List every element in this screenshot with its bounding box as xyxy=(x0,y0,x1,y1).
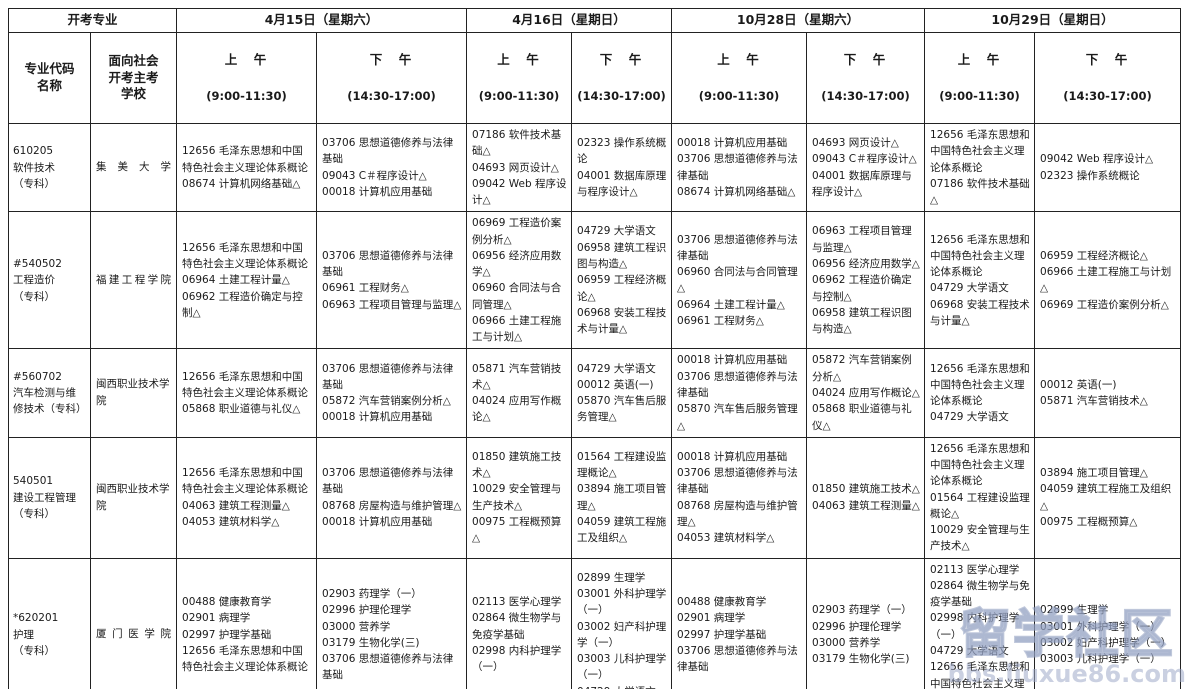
course-cell: 05872 汽车营销案例分析△ 04024 应用写作概论△ 05868 职业道德… xyxy=(806,348,926,438)
course-cell: 03706 思想道德修养与法律基础 05872 汽车营销案例分析△ 00018 … xyxy=(316,348,468,438)
course-cell: 01850 建筑施工技术△ 04063 建筑工程测量△ xyxy=(806,436,926,559)
header-am-0416: 上 午 (9:00-11:30) xyxy=(466,31,573,125)
course-cell: 02113 医学心理学 02864 微生物学与免疫学基础 02998 内科护理学… xyxy=(466,557,573,689)
course-cell: 00018 计算机应用基础 03706 思想道德修养与法律基础 08768 房屋… xyxy=(671,436,808,559)
course-cell: 01850 建筑施工技术△ 10029 安全管理与生产技术△ 00975 工程概… xyxy=(466,436,573,559)
header-row-dates: 开考专业 4月15日（星期六） 4月16日（星期日） 10月28日（星期六） 1… xyxy=(7,8,1182,33)
table-row-auto-maintenance: #560702 汽车检测与维修技术（专科） 闽西职业技术学院 12656 毛泽东… xyxy=(8,348,1182,438)
am-time: (9:00-11:30) xyxy=(939,88,1020,103)
header-school: 面向社会 开考主考 学校 xyxy=(89,31,178,125)
pm-label: 下 午 xyxy=(369,51,414,67)
pm-time: (14:30-17:00) xyxy=(1063,88,1152,103)
header-major-group: 开考专业 xyxy=(7,8,178,33)
am-time: (9:00-11:30) xyxy=(206,88,287,103)
pm-time: (14:30-17:00) xyxy=(347,88,436,103)
course-cell: 12656 毛泽东思想和中国特色社会主义理论体系概论 07186 软件技术基础△ xyxy=(924,123,1036,213)
am-time: (9:00-11:30) xyxy=(698,88,780,103)
major-code-cell: #540502 工程造价 （专科） xyxy=(8,211,91,350)
course-cell: 02323 操作系统概论 04001 数据库原理与程序设计△ xyxy=(571,123,673,213)
course-cell: 01564 工程建设监理概论△ 03894 施工项目管理△ 04059 建筑工程… xyxy=(571,436,673,559)
header-date-0416: 4月16日（星期日） xyxy=(466,8,673,33)
am-label: 上 午 xyxy=(717,51,761,67)
header-pm-0415: 下 午 (14:30-17:00) xyxy=(316,31,468,125)
course-cell: 07186 软件技术基础△ 04693 网页设计△ 09042 Web 程序设计… xyxy=(466,123,573,213)
course-cell: 00012 英语(一) 05871 汽车营销技术△ xyxy=(1034,348,1182,438)
major-code-cell: #560702 汽车检测与维修技术（专科） xyxy=(8,348,91,438)
pm-time: (14:30-17:00) xyxy=(577,88,666,103)
course-cell: 00018 计算机应用基础 03706 思想道德修养与法律基础 08674 计算… xyxy=(671,123,808,213)
header-date-1028: 10月28日（星期六） xyxy=(671,8,926,33)
school-cell: 集美大学 xyxy=(89,123,178,213)
course-cell: 06963 工程项目管理与监理△ 06956 经济应用数学△ 06962 工程造… xyxy=(806,211,926,350)
course-cell: 04729 大学语文 00012 英语(一) 05870 汽车售后服务管理△ xyxy=(571,348,673,438)
table-row-construction-mgmt: 540501 建设工程管理 （专科） 闽西职业技术学院 12656 毛泽东思想和… xyxy=(8,436,1182,559)
course-cell: 03706 思想道德修养与法律基础 06960 合同法与合同管理△ 06964 … xyxy=(671,211,808,350)
school-cell: 厦门医学院 xyxy=(89,557,178,689)
course-cell: 05871 汽车营销技术△ 04024 应用写作概论△ xyxy=(466,348,573,438)
school-cell: 闽西职业技术学院 xyxy=(89,436,178,559)
course-cell: 02899 生理学 03001 外科护理学（一） 03002 妇产科护理学（一）… xyxy=(571,557,673,689)
course-cell: 02903 药理学（一） 02996 护理伦理学 03000 营养学 03179… xyxy=(806,557,926,689)
course-cell: 12656 毛泽东思想和中国特色社会主义理论体系概论 08674 计算机网络基础… xyxy=(176,123,318,213)
course-cell: 12656 毛泽东思想和中国特色社会主义理论体系概论 05868 职业道德与礼仪… xyxy=(176,348,318,438)
course-cell: 00018 计算机应用基础 03706 思想道德修养与法律基础 05870 汽车… xyxy=(671,348,808,438)
course-cell: 03706 思想道德修养与法律基础 09043 C＃程序设计△ 00018 计算… xyxy=(316,123,468,213)
course-cell: 12656 毛泽东思想和中国特色社会主义理论体系概论 01564 工程建设监理概… xyxy=(924,436,1036,559)
header-date-0415: 4月15日（星期六） xyxy=(176,8,468,33)
course-cell: 00488 健康教育学 02901 病理学 02997 护理学基础 12656 … xyxy=(176,557,318,689)
course-cell: 00488 健康教育学 02901 病理学 02997 护理学基础 03706 … xyxy=(671,557,808,689)
am-time: (9:00-11:30) xyxy=(478,88,560,103)
major-code-cell: *620201 护理 （专科） xyxy=(8,557,91,689)
pm-label: 下 午 xyxy=(843,51,888,67)
header-pm-1029: 下 午 (14:30-17:00) xyxy=(1034,31,1182,125)
header-pm-1028: 下 午 (14:30-17:00) xyxy=(806,31,926,125)
course-cell: 12656 毛泽东思想和中国特色社会主义理论体系概论 04063 建筑工程测量△… xyxy=(176,436,318,559)
course-cell: 02899 生理学 03001 外科护理学（一） 03002 妇产科护理学（一）… xyxy=(1034,557,1182,689)
course-cell: 12656 毛泽东思想和中国特色社会主义理论体系概论 04729 大学语文 xyxy=(924,348,1036,438)
course-cell: 02113 医学心理学 02864 微生物学与免疫学基础 02998 内科护理学… xyxy=(924,557,1036,689)
header-pm-0416: 下 午 (14:30-17:00) xyxy=(571,31,673,125)
pm-label: 下 午 xyxy=(1085,51,1130,67)
major-code-cell: 610205 软件技术 （专科） xyxy=(8,123,91,213)
course-cell: 06959 工程经济概论△ 06966 土建工程施工与计划△ 06969 工程造… xyxy=(1034,211,1182,350)
school-cell: 福建工程学院 xyxy=(89,211,178,350)
course-cell: 04693 网页设计△ 09043 C＃程序设计△ 04001 数据库原理与程序… xyxy=(806,123,926,213)
course-cell: 02903 药理学（一） 02996 护理伦理学 03000 营养学 03179… xyxy=(316,557,468,689)
am-label: 上 午 xyxy=(957,51,1002,67)
table-row-software-tech: 610205 软件技术 （专科） 集美大学 12656 毛泽东思想和中国特色社会… xyxy=(8,123,1182,213)
exam-schedule-table: 开考专业 4月15日（星期六） 4月16日（星期日） 10月28日（星期六） 1… xyxy=(7,8,1182,689)
table-row-engineering-cost: #540502 工程造价 （专科） 福建工程学院 12656 毛泽东思想和中国特… xyxy=(8,211,1182,350)
header-am-1028: 上 午 (9:00-11:30) xyxy=(671,31,808,125)
pm-label: 下 午 xyxy=(599,51,644,67)
course-cell: 03706 思想道德修养与法律基础 06961 工程财务△ 06963 工程项目… xyxy=(316,211,468,350)
course-cell: 03894 施工项目管理△ 04059 建筑工程施工及组织△ 00975 工程概… xyxy=(1034,436,1182,559)
pm-time: (14:30-17:00) xyxy=(821,88,910,103)
major-code-cell: 540501 建设工程管理 （专科） xyxy=(8,436,91,559)
header-am-1029: 上 午 (9:00-11:30) xyxy=(924,31,1036,125)
header-row-sessions: 专业代码 名称 面向社会 开考主考 学校 上 午 (9:00-11:30) 下 … xyxy=(8,31,1182,125)
course-cell: 12656 毛泽东思想和中国特色社会主义理论体系概论 04729 大学语文 06… xyxy=(924,211,1036,350)
table-row-nursing: *620201 护理 （专科） 厦门医学院 00488 健康教育学 02901 … xyxy=(8,557,1182,689)
course-cell: 12656 毛泽东思想和中国特色社会主义理论体系概论 06964 土建工程计量△… xyxy=(176,211,318,350)
school-cell: 闽西职业技术学院 xyxy=(89,348,178,438)
header-am-0415: 上 午 (9:00-11:30) xyxy=(176,31,318,125)
course-cell: 09042 Web 程序设计△ 02323 操作系统概论 xyxy=(1034,123,1182,213)
course-cell: 06969 工程造价案例分析△ 06956 经济应用数学△ 06960 合同法与… xyxy=(466,211,573,350)
am-label: 上 午 xyxy=(497,51,541,67)
course-cell: 04729 大学语文 06958 建筑工程识图与构造△ 06959 工程经济概论… xyxy=(571,211,673,350)
header-date-1029: 10月29日（星期日） xyxy=(924,8,1182,33)
course-cell: 03706 思想道德修养与法律基础 08768 房屋构造与维护管理△ 00018… xyxy=(316,436,468,559)
am-label: 上 午 xyxy=(224,51,269,67)
header-code-name: 专业代码 名称 xyxy=(8,31,91,125)
